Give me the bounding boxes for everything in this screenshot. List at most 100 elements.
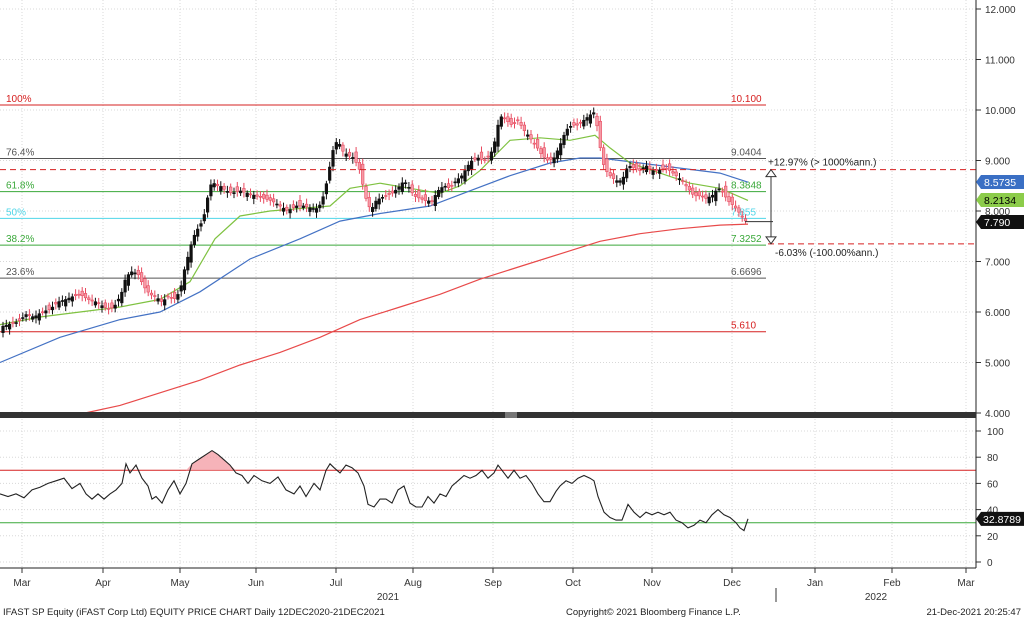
candle-body xyxy=(463,170,467,182)
candle-body xyxy=(235,186,239,192)
candle-body xyxy=(318,204,322,209)
candle-body xyxy=(456,178,461,184)
candle-body xyxy=(605,158,609,173)
candle-body xyxy=(489,151,494,161)
fib-value-label: 9.0404 xyxy=(731,147,762,158)
candle-body xyxy=(344,153,348,157)
candle-body xyxy=(278,204,282,207)
rsi-tick-label: 0 xyxy=(987,558,993,569)
candle-body xyxy=(103,302,107,308)
candle-body xyxy=(255,194,259,197)
candle-body xyxy=(532,142,536,145)
candle-body xyxy=(433,195,437,207)
candle-body xyxy=(242,188,246,193)
candle-body xyxy=(54,302,58,305)
candle-body xyxy=(298,200,302,207)
candle-body xyxy=(631,164,635,169)
candle-body xyxy=(93,301,97,306)
candle-body xyxy=(542,147,546,158)
candle-body xyxy=(133,272,137,275)
candle-body xyxy=(268,197,272,201)
x-tick-label: Sep xyxy=(484,578,502,589)
fib-pct-label: 50% xyxy=(6,207,26,218)
candle-body xyxy=(361,163,365,185)
y-tick-label: 6.000 xyxy=(985,308,1010,319)
panel-separator xyxy=(0,412,976,418)
candle-body xyxy=(60,300,64,302)
candle-body xyxy=(291,204,296,208)
candle-body xyxy=(509,118,513,125)
candle-body xyxy=(189,244,193,263)
year-label: 2022 xyxy=(865,592,888,603)
candle-body xyxy=(324,183,329,195)
candle-body xyxy=(526,134,530,137)
rsi-tick-label: 100 xyxy=(987,427,1004,438)
candle-body xyxy=(271,198,276,203)
candle-body xyxy=(598,120,602,148)
candle-body xyxy=(252,194,256,199)
x-tick-label: Aug xyxy=(404,578,422,589)
candle-body xyxy=(651,170,655,175)
candle-body xyxy=(565,128,569,136)
candle-body xyxy=(559,143,563,156)
candle-body xyxy=(334,142,338,150)
candle-body xyxy=(644,165,649,173)
candle-body xyxy=(687,186,691,191)
rsi-panel xyxy=(0,449,976,532)
candle-body xyxy=(667,163,672,171)
candle-body xyxy=(87,297,91,300)
candle-body xyxy=(592,112,596,115)
candle-body xyxy=(328,166,332,181)
candle-body xyxy=(516,119,520,122)
candle-body xyxy=(575,123,579,126)
candle-body xyxy=(113,304,117,309)
candle-body xyxy=(512,122,517,124)
fib-value-label: 10.100 xyxy=(731,94,762,105)
candle-body xyxy=(588,114,592,124)
candle-body xyxy=(179,285,183,292)
upside-annotation: +12.97% (> 1000%ann.) xyxy=(768,158,876,169)
candle-body xyxy=(232,192,236,194)
candle-body xyxy=(182,269,187,291)
x-tick-label: Nov xyxy=(643,578,661,589)
candle-body xyxy=(258,195,263,198)
candle-body xyxy=(440,187,444,193)
price-tag xyxy=(976,193,1024,207)
candle-body xyxy=(206,197,210,213)
x-tick-label: Jun xyxy=(248,578,264,589)
candle-body xyxy=(166,295,170,298)
candle-body xyxy=(479,151,484,160)
candle-body xyxy=(288,209,292,214)
y-tick-label: 8.000 xyxy=(985,207,1010,218)
candle-body xyxy=(34,315,38,319)
candle-body xyxy=(159,298,164,302)
candle-body xyxy=(31,316,35,320)
candle-body xyxy=(219,186,223,192)
candle-body xyxy=(199,223,203,227)
footer-left: IFAST SP Equity (iFAST Corp Ltd) EQUITY … xyxy=(3,607,385,618)
candle-body xyxy=(615,180,619,183)
candle-body xyxy=(14,322,18,324)
candle-body xyxy=(733,205,738,209)
candle-body xyxy=(70,296,74,302)
candle-body xyxy=(641,167,645,170)
candle-body xyxy=(262,194,266,199)
x-tick-label: Apr xyxy=(95,578,111,589)
candle-body xyxy=(549,156,553,160)
y-tick-label: 9.000 xyxy=(985,157,1010,168)
candle-body xyxy=(192,234,197,246)
moving-average-line xyxy=(84,223,749,414)
candle-body xyxy=(552,157,556,164)
candle-body xyxy=(529,134,533,140)
candle-body xyxy=(229,186,233,194)
candle-body xyxy=(427,200,431,204)
candle-body xyxy=(97,302,101,304)
candle-body xyxy=(50,306,55,311)
candle-body xyxy=(700,195,705,198)
candle-body xyxy=(295,205,299,208)
candle-body xyxy=(486,155,490,158)
candle-body xyxy=(374,200,378,209)
candle-body xyxy=(331,150,335,167)
